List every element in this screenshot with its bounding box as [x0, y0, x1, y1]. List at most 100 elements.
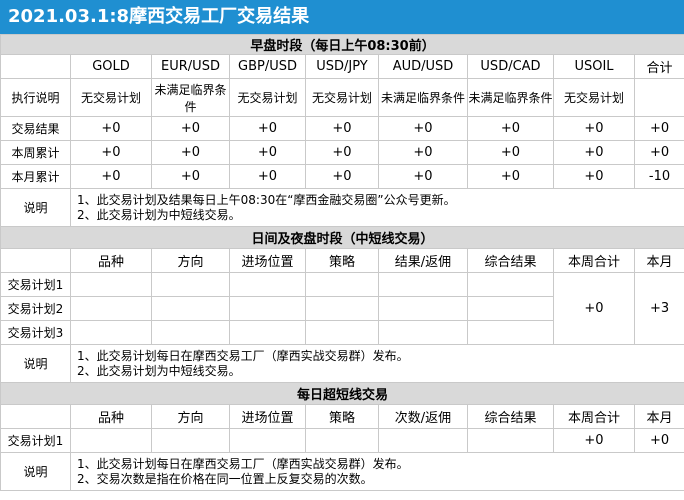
note-line: 1、此交易计划及结果每日上午08:30在“摩西金融交易圈”公众号更新。 [77, 192, 456, 207]
column-header: 综合结果 [467, 404, 554, 429]
column-header: GOLD [70, 54, 152, 79]
value-cell: +0 [229, 164, 306, 189]
result-row: 交易结果 +0 +0 +0 +0 +0 +0 +0 +0 [0, 116, 684, 141]
note-line: 1、此交易计划每日在摩西交易工厂（摩西实战交易群）发布。 [77, 348, 409, 363]
morning-note-row: 说明 1、此交易计划及结果每日上午08:30在“摩西金融交易圈”公众号更新。 2… [0, 188, 684, 227]
row-label: 交易结果 [0, 116, 71, 141]
column-header: USOIL [553, 54, 635, 79]
scalp-section-header: 每日超短线交易 [0, 382, 684, 405]
value-cell: +0 [70, 116, 152, 141]
column-header: USD/JPY [305, 54, 379, 79]
day-section-header: 日间及夜盘时段（中短线交易） [0, 226, 684, 249]
week-row: 本周累计 +0 +0 +0 +0 +0 +0 +0 +0 [0, 140, 684, 165]
plan-label: 交易计划1 [0, 272, 71, 297]
day-header-row: 品种 方向 进场位置 策略 结果/返佣 综合结果 本周合计 本月 [0, 248, 684, 273]
value-cell: +0 [378, 140, 468, 165]
value-cell: +0 [70, 140, 152, 165]
column-header: 本月 [633, 404, 684, 429]
exec-cell: 无交易计划 [305, 78, 379, 117]
exec-cell: 无交易计划 [70, 78, 152, 117]
value-cell: +0 [229, 116, 306, 141]
corner-cell [0, 248, 71, 273]
month-total-cell: +3 [633, 272, 684, 345]
column-header: 策略 [305, 404, 379, 429]
column-header: 品种 [70, 404, 152, 429]
exec-cell: 无交易计划 [229, 78, 306, 117]
plan-label: 交易计划3 [0, 320, 71, 345]
note-line: 2、交易次数是指在价格在同一位置上反复交易的次数。 [77, 471, 373, 486]
note-line: 1、此交易计划每日在摩西交易工厂（摩西实战交易群）发布。 [77, 456, 409, 471]
column-header: 本月 [633, 248, 684, 273]
value-cell: +0 [305, 164, 379, 189]
exec-cell: 未满足临界条件 [151, 78, 230, 117]
morning-section-header: 早盘时段（每日上午08:30前） [0, 34, 684, 55]
column-header: 策略 [305, 248, 379, 273]
row-label: 执行说明 [0, 78, 71, 117]
value-cell: +0 [151, 164, 230, 189]
column-header: 综合结果 [467, 248, 554, 273]
column-header: 进场位置 [229, 248, 306, 273]
row-label: 本周累计 [0, 140, 71, 165]
column-header: AUD/USD [378, 54, 468, 79]
plan-label: 交易计划2 [0, 296, 71, 321]
note-label: 说明 [0, 188, 71, 227]
value-cell: +0 [553, 116, 635, 141]
scalp-header-row: 品种 方向 进场位置 策略 次数/返佣 综合结果 本周合计 本月 [0, 404, 684, 429]
value-cell: +0 [378, 116, 468, 141]
column-header: 本周合计 [553, 248, 635, 273]
corner-cell [0, 404, 71, 429]
day-note-row: 说明 1、此交易计划每日在摩西交易工厂（摩西实战交易群）发布。 2、此交易计划为… [0, 344, 684, 383]
value-cell: +0 [305, 140, 379, 165]
scalp-section-title: 每日超短线交易 [0, 382, 684, 405]
value-cell: +0 [553, 140, 635, 165]
column-header: 合计 [633, 54, 684, 79]
value-cell: +0 [151, 116, 230, 141]
value-cell: +0 [467, 140, 554, 165]
value-cell: +0 [70, 164, 152, 189]
corner-cell [0, 54, 71, 79]
note-line: 2、此交易计划为中短线交易。 [77, 363, 241, 378]
plan-row: 交易计划1 +0 +0 [0, 428, 684, 453]
scalp-note-row: 说明 1、此交易计划每日在摩西交易工厂（摩西实战交易群）发布。 2、交易次数是指… [0, 452, 684, 491]
report-table: 早盘时段（每日上午08:30前） GOLD EUR/USD GBP/USD US… [0, 34, 684, 491]
column-header: 次数/返佣 [378, 404, 468, 429]
column-header: GBP/USD [229, 54, 306, 79]
month-row: 本月累计 +0 +0 +0 +0 +0 +0 +0 -10 [0, 164, 684, 189]
day-section-title: 日间及夜盘时段（中短线交易） [0, 226, 684, 249]
exec-row: 执行说明 无交易计划 未满足临界条件 无交易计划 无交易计划 未满足临界条件 未… [0, 78, 684, 117]
exec-cell: 无交易计划 [553, 78, 635, 117]
column-header: 方向 [151, 248, 230, 273]
plan-row: 交易计划1 +0 +3 [0, 272, 684, 345]
exec-cell [633, 78, 684, 117]
morning-section-title: 早盘时段（每日上午08:30前） [0, 34, 684, 55]
column-header: 方向 [151, 404, 230, 429]
note-label: 说明 [0, 452, 71, 491]
column-header: 进场位置 [229, 404, 306, 429]
value-cell: +0 [633, 140, 684, 165]
value-cell: +0 [378, 164, 468, 189]
column-header: 结果/返佣 [378, 248, 468, 273]
exec-cell: 未满足临界条件 [378, 78, 468, 117]
row-label: 本月累计 [0, 164, 71, 189]
page-title: 2021.03.1:8摩西交易工厂交易结果 [0, 0, 684, 34]
value-cell: +0 [229, 140, 306, 165]
column-header: 本周合计 [553, 404, 635, 429]
value-cell: +0 [305, 116, 379, 141]
week-total-cell: +0 [553, 428, 635, 453]
value-cell: +0 [151, 140, 230, 165]
column-header: 品种 [70, 248, 152, 273]
morning-header-row: GOLD EUR/USD GBP/USD USD/JPY AUD/USD USD… [0, 54, 684, 79]
value-cell: +0 [633, 116, 684, 141]
column-header: USD/CAD [467, 54, 554, 79]
column-header: EUR/USD [151, 54, 230, 79]
value-cell: +0 [553, 164, 635, 189]
month-total-cell: +0 [633, 428, 684, 453]
exec-cell: 未满足临界条件 [467, 78, 554, 117]
value-cell: +0 [467, 116, 554, 141]
note-text: 1、此交易计划及结果每日上午08:30在“摩西金融交易圈”公众号更新。 2、此交… [69, 188, 684, 227]
note-line: 2、此交易计划为中短线交易。 [77, 207, 241, 222]
week-total-cell: +0 [553, 272, 635, 345]
value-cell: +0 [467, 164, 554, 189]
note-text: 1、此交易计划每日在摩西交易工厂（摩西实战交易群）发布。 2、此交易计划为中短线… [69, 344, 684, 383]
